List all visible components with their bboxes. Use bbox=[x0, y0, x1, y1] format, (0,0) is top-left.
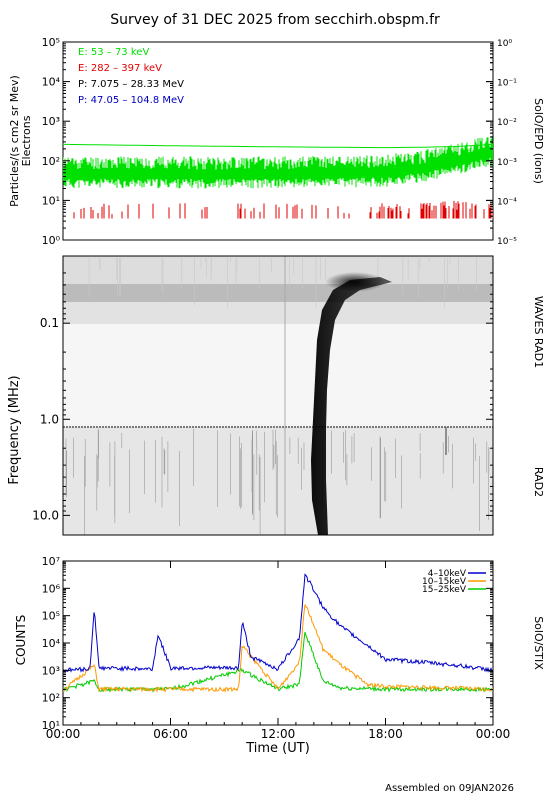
epd-series-upper bbox=[63, 143, 493, 149]
stix-y-tick-label: 10¹ bbox=[42, 719, 60, 732]
epd-series-e-high bbox=[73, 200, 493, 219]
waves-striations bbox=[65, 256, 490, 535]
waves-y-tick-label: 10.0 bbox=[32, 508, 59, 522]
legend-p-low: P: 7.075 – 28.33 MeV bbox=[78, 79, 184, 90]
rad1-band-mid bbox=[63, 302, 493, 324]
epd-y-tick-label: 10³ bbox=[42, 115, 60, 128]
footer-assembled: Assembled on 09JAN2026 bbox=[385, 783, 514, 794]
rad2-band bbox=[63, 427, 493, 535]
stix-right-label: SolO/STIX bbox=[532, 616, 545, 670]
stix-y-tick-label: 10⁵ bbox=[42, 610, 60, 623]
rad1-band-dark bbox=[63, 284, 493, 302]
type-iii-burst bbox=[311, 277, 392, 535]
waves-right-label-rad2: RAD2 bbox=[532, 467, 545, 497]
stix-legend-10-15: 10–15keV bbox=[422, 577, 467, 587]
epd-ylabel-electrons: Electrons bbox=[20, 115, 33, 166]
epd-y2-tick-label: 10⁻⁵ bbox=[497, 237, 517, 247]
stix-legend-15-25: 15–25keV bbox=[422, 585, 467, 595]
epd-y2-tick-label: 10⁰ bbox=[497, 39, 512, 49]
epd-y-tick-label: 10² bbox=[42, 155, 60, 168]
waves-frame bbox=[62, 255, 494, 536]
legend-p-high: P: 47.05 – 104.8 MeV bbox=[78, 95, 184, 106]
epd-y-tick-label: 10¹ bbox=[42, 194, 60, 207]
epd-series-e-low bbox=[63, 136, 493, 189]
legend-e-low: E: 53 – 73 keV bbox=[78, 47, 149, 58]
stix-y-tick-label: 10² bbox=[42, 692, 60, 705]
stix-x-tick-label: 18:00 bbox=[368, 727, 403, 741]
stix-xlabel: Time (UT) bbox=[245, 741, 310, 756]
stix-x-tick-label: 12:00 bbox=[261, 727, 296, 741]
epd-y2-axis: 10⁻⁵ 10⁻⁴ 10⁻³ 10⁻² 10⁻¹ 10⁰ bbox=[486, 39, 517, 247]
stix-series-4-10 bbox=[63, 573, 493, 673]
waves-ylabel: Frequency (MHz) bbox=[7, 375, 22, 484]
figure-title: Survey of 31 DEC 2025 from secchirh.obsp… bbox=[110, 12, 440, 28]
stix-ylabel: COUNTS bbox=[14, 615, 28, 666]
stix-y-tick-label: 10⁷ bbox=[42, 555, 60, 568]
epd-y-tick-label: 10⁰ bbox=[42, 234, 61, 247]
stix-x-tick-label: 00:00 bbox=[476, 727, 511, 741]
waves-y-axis: 0.1 1.0 10.0 bbox=[32, 272, 493, 522]
stix-x-tick-label: 00:00 bbox=[46, 727, 81, 741]
stix-y-axis: 10¹ 10² 10³ 10⁴ 10⁵ 10⁶ 10⁷ bbox=[42, 555, 493, 732]
stix-y-tick-label: 10³ bbox=[42, 664, 60, 677]
stix-series-10-15 bbox=[63, 604, 493, 693]
stix-x-axis: 00:00 06:00 12:00 18:00 00:00 bbox=[46, 561, 511, 741]
rad1-band-low bbox=[63, 324, 493, 424]
epd-frame bbox=[62, 41, 494, 241]
stix-y-tick-label: 10⁴ bbox=[42, 637, 61, 650]
stix-x-tick-label: 06:00 bbox=[153, 727, 188, 741]
waves-spectrogram bbox=[63, 256, 493, 535]
rad1-band-top bbox=[63, 256, 493, 288]
stix-legend-4-10: 4–10keV bbox=[428, 569, 467, 579]
waves-right-label-rad1: WAVES RAD1 bbox=[532, 296, 545, 368]
stix-series-group bbox=[63, 573, 493, 693]
stix-y-tick-label: 10⁶ bbox=[42, 582, 61, 595]
epd-y2-tick-label: 10⁻² bbox=[497, 118, 517, 128]
epd-y2-tick-label: 10⁻¹ bbox=[497, 79, 517, 89]
waves-y-tick-label: 1.0 bbox=[40, 412, 59, 426]
waves-panel: 0.1 1.0 10.0 Frequency (MHz) WAVES RAD1 RA… bbox=[7, 255, 545, 536]
burst-top-blob bbox=[325, 272, 385, 292]
epd-y2-tick-label: 10⁻³ bbox=[497, 158, 517, 168]
epd-ylabel: Particles/(s cm2 sr Mev) bbox=[8, 75, 21, 207]
epd-right-label: SolO/EPD (ions) bbox=[532, 98, 545, 184]
stix-panel: 10¹ 10² 10³ 10⁴ 10⁵ 10⁶ 10⁷ 00:00 06:00 12:00 18:… bbox=[14, 555, 545, 756]
legend-e-high: E: 282 – 397 keV bbox=[78, 63, 162, 74]
stix-legend: 4–10keV 10–15keV 15–25keV bbox=[422, 569, 486, 595]
epd-series-group bbox=[63, 136, 493, 219]
epd-y-tick-label: 10⁵ bbox=[42, 36, 60, 49]
epd-legend: E: 53 – 73 keV E: 282 – 397 keV P: 7.075… bbox=[78, 47, 184, 106]
epd-y-tick-label: 10⁴ bbox=[42, 76, 61, 89]
waves-y-tick-label: 0.1 bbox=[40, 316, 59, 330]
epd-y2-tick-label: 10⁻⁴ bbox=[497, 197, 517, 207]
